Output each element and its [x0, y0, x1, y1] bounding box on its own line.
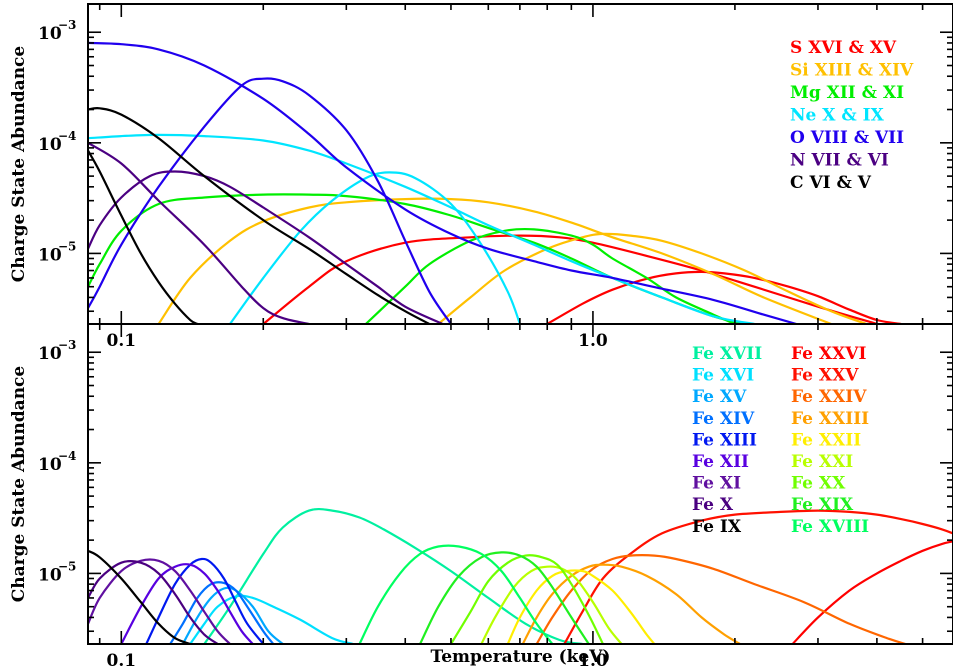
series-line-bottom-5-0	[120, 563, 254, 644]
series-line-bottom-3-0	[169, 581, 275, 644]
series-line-bottom-17-0	[358, 544, 554, 644]
y-axis-label: Charge State Abundance	[9, 46, 29, 283]
series-line-top-4-1	[88, 77, 452, 324]
legend-entry: Fe XII	[692, 452, 749, 472]
legend-entry: O VIII & VII	[790, 128, 904, 148]
legend-entry: Fe X	[692, 495, 734, 515]
x-axis-label: Temperature (keV)	[431, 647, 611, 667]
y-tick-label-exp: −3	[58, 338, 76, 352]
x-tick-label: 0.1	[107, 331, 137, 351]
legend-entry: Si XIII & XIV	[790, 61, 914, 81]
y-tick-label-base: 10	[38, 565, 62, 585]
series-line-top-6-1	[88, 150, 198, 324]
legend-entry: Fe XIII	[692, 430, 757, 450]
series-line-bottom-0-0	[203, 507, 583, 644]
series-line-bottom-8-0	[88, 549, 191, 644]
legend-entry: Fe IX	[692, 517, 742, 537]
series-line-top-6-0	[88, 107, 430, 324]
series-group	[88, 507, 953, 644]
series-line-top-3-0	[88, 133, 755, 324]
series-line-top-5-1	[88, 141, 310, 324]
y-tick-label-base: 10	[38, 24, 62, 44]
series-line-top-2-1	[365, 227, 736, 324]
legend-entry: Fe XVI	[692, 366, 754, 386]
series-line-bottom-9-0	[791, 540, 953, 644]
y-tick-label: 10−3	[38, 338, 76, 364]
y-tick-label-base: 10	[38, 344, 62, 364]
legend-entry: Mg XII & XI	[790, 83, 904, 103]
legend-entry: Fe XI	[692, 474, 741, 494]
x-tick-label: 1.0	[578, 651, 608, 667]
y-tick-label-base: 10	[38, 245, 62, 265]
legend-entry: Fe XV	[692, 387, 747, 407]
series-line-top-2-0	[88, 193, 746, 324]
y-tick-label-exp: −5	[58, 559, 76, 573]
y-tick-label: 10−4	[38, 129, 76, 155]
y-tick-label-exp: −5	[58, 239, 76, 253]
series-line-bottom-1-0	[189, 594, 354, 644]
y-tick-label-exp: −3	[58, 18, 76, 32]
legend-entry: S XVI & XV	[790, 38, 897, 58]
series-line-bottom-6-0	[88, 558, 231, 644]
y-tick-label-base: 10	[38, 135, 62, 155]
legend-entry: N VII & VI	[790, 151, 889, 171]
y-tick-label-exp: −4	[58, 129, 76, 143]
series-line-bottom-4-0	[145, 557, 265, 644]
series-line-bottom-16-0	[419, 551, 590, 644]
legend-entry: Fe XIV	[692, 409, 755, 429]
series-line-top-1-0	[157, 197, 832, 324]
series-group	[88, 41, 902, 324]
x-tick-label: 0.1	[107, 651, 137, 667]
series-line-top-5-0	[88, 170, 444, 324]
legend-entry: Fe XXVI	[791, 344, 866, 364]
legend-entry: Fe XXI	[791, 452, 853, 472]
series-line-top-0-0	[262, 234, 878, 324]
y-axis-label: Charge State Abundance	[9, 366, 29, 603]
series-line-bottom-12-0	[521, 563, 741, 644]
x-tick-label: 1.0	[578, 331, 608, 351]
legend-entry: Fe XXIII	[791, 409, 869, 429]
y-tick-label: 10−3	[38, 18, 76, 44]
series-line-bottom-10-0	[563, 509, 953, 644]
series-line-top-0-1	[546, 270, 902, 324]
series-line-bottom-14-0	[480, 565, 623, 644]
legend-entry: Fe XXIV	[791, 387, 867, 407]
legend-entry: C VI & V	[790, 173, 872, 193]
y-tick-label: 10−5	[38, 559, 76, 585]
y-tick-label-exp: −4	[58, 449, 76, 463]
series-line-bottom-15-0	[450, 554, 604, 644]
legend-entry: Fe XVII	[692, 344, 762, 364]
legend-entry: Fe XXII	[791, 430, 861, 450]
legend-entry: Fe XVIII	[791, 517, 869, 537]
legend-entry: Fe XXV	[791, 366, 859, 386]
legend-entry: Ne X & IX	[790, 106, 885, 126]
legend-entry: Fe XX	[791, 474, 846, 494]
y-tick-label: 10−4	[38, 449, 76, 475]
series-line-top-4-0	[88, 41, 797, 324]
series-line-bottom-13-0	[506, 569, 656, 644]
series-line-bottom-7-0	[88, 559, 219, 644]
y-tick-label-base: 10	[38, 455, 62, 475]
series-line-top-1-1	[437, 232, 867, 324]
y-tick-label: 10−5	[38, 239, 76, 265]
legend-entry: Fe XIX	[791, 495, 854, 515]
series-line-top-3-1	[229, 171, 521, 324]
